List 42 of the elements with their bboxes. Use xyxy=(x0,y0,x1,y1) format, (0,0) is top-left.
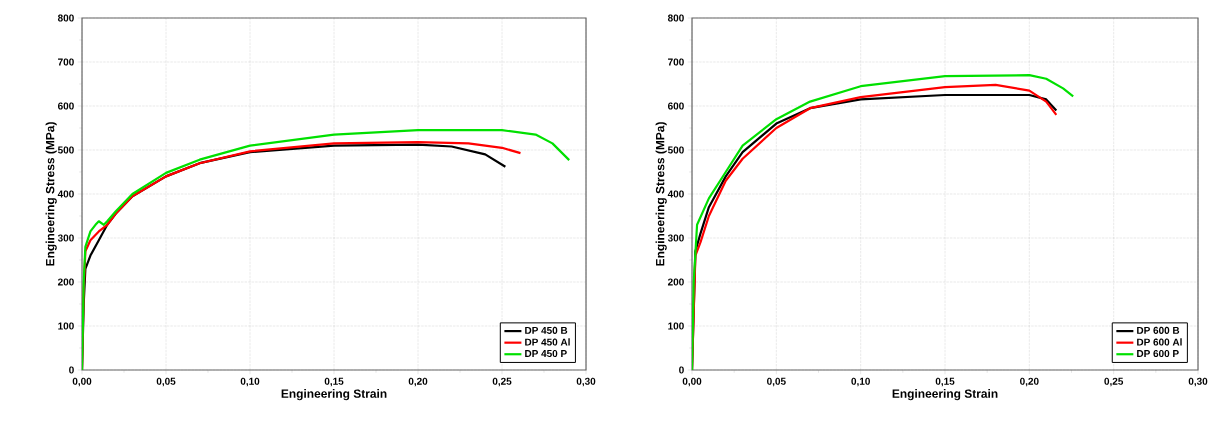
x-tick-label: 0,05 xyxy=(767,377,786,387)
y-tick-label: 800 xyxy=(57,14,74,22)
y-tick-label: 0 xyxy=(69,366,74,374)
y-tick-label: 400 xyxy=(57,190,74,198)
x-tick-label: 0,10 xyxy=(240,377,260,387)
x-tick-label: 0,20 xyxy=(1020,377,1039,387)
legend-label: DP 600 B xyxy=(1137,326,1180,334)
y-tick-label: 600 xyxy=(667,102,684,110)
x-axis-title: Engineering Strain xyxy=(281,389,387,401)
x-tick-label: 0,30 xyxy=(576,377,596,387)
y-tick-label: 100 xyxy=(58,322,74,330)
x-tick-label: 0,30 xyxy=(1188,377,1208,387)
y-tick-label: 300 xyxy=(57,234,74,242)
y-tick-label: 100 xyxy=(668,322,684,330)
x-axis-title: Engineering Strain xyxy=(892,389,998,401)
legend-label: DP 600 Al xyxy=(1137,338,1182,346)
y-tick-label: 200 xyxy=(667,278,684,286)
y-tick-label: 200 xyxy=(57,278,74,286)
x-tick-label: 0,15 xyxy=(935,377,955,387)
x-tick-label: 0,25 xyxy=(1104,377,1124,387)
legend-label: DP 450 Al xyxy=(525,338,570,346)
y-axis-title: Engineering Stress (MPa) xyxy=(45,122,57,266)
y-tick-label: 400 xyxy=(667,190,684,198)
y-tick-label: 500 xyxy=(667,146,684,154)
y-tick-label: 800 xyxy=(667,14,684,22)
x-tick-label: 0,25 xyxy=(492,377,512,387)
y-tick-label: 300 xyxy=(667,234,684,242)
x-tick-label: 0,15 xyxy=(324,377,344,387)
y-tick-label: 0 xyxy=(679,366,684,374)
legend-label: DP 600 P xyxy=(1137,350,1179,358)
y-tick-label: 500 xyxy=(57,146,74,154)
x-tick-label: 0,05 xyxy=(156,377,176,387)
y-tick-label: 700 xyxy=(668,58,684,66)
x-tick-label: 0,20 xyxy=(408,377,428,387)
legend-label: DP 450 P xyxy=(525,350,567,358)
y-tick-label: 700 xyxy=(58,58,74,66)
x-tick-label: 0,00 xyxy=(682,377,702,387)
x-tick-label: 0,00 xyxy=(72,377,92,387)
legend-label: DP 450 B xyxy=(525,326,568,334)
y-axis-title: Engineering Stress (MPa) xyxy=(655,122,667,266)
y-tick-label: 600 xyxy=(57,102,74,110)
x-tick-label: 0,10 xyxy=(851,377,870,387)
